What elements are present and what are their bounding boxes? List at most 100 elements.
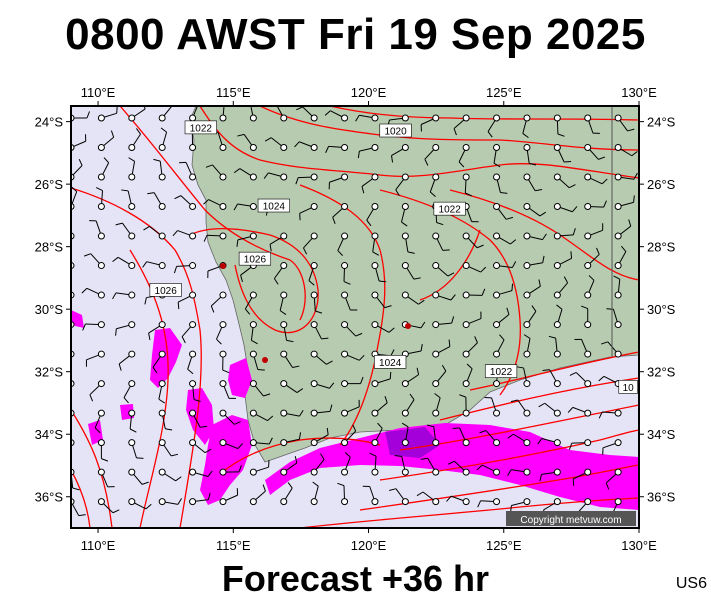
wind-barb (429, 173, 440, 198)
wind-barb (510, 399, 531, 417)
wind-barb (614, 144, 638, 157)
wind-barb (538, 402, 561, 417)
wind-barb (553, 173, 576, 189)
wind-barb (210, 291, 227, 313)
wind-barb (142, 261, 166, 270)
wind-barb (203, 232, 227, 242)
wind-barb (97, 130, 115, 152)
wind-barb (236, 232, 257, 247)
wind-barb (462, 288, 486, 299)
lon-label-bottom: 130°E (621, 538, 657, 553)
wind-barb (128, 128, 141, 152)
lat-label-right: 32°S (647, 365, 676, 380)
wind-barb (112, 256, 136, 270)
isobar-label: 10 (618, 380, 638, 394)
map-frame (70, 105, 640, 529)
wind-barb (219, 488, 239, 506)
isobar (379, 429, 639, 481)
wind-barb (128, 439, 144, 459)
wind-barb (462, 232, 484, 249)
wind-barb (401, 367, 420, 388)
wind-barb (553, 144, 572, 163)
wind-barb (426, 424, 440, 447)
lon-label-top: 130°E (621, 85, 657, 100)
wind-barb (493, 261, 517, 270)
wind-barb (391, 144, 409, 163)
wind-barb (452, 427, 470, 447)
wind-barb (310, 427, 329, 447)
wind-barb (341, 424, 357, 447)
isobar (259, 106, 639, 151)
wind-barb (462, 173, 472, 197)
wind-barb (487, 114, 501, 138)
lon-label-top: 120°E (351, 85, 387, 100)
wind-barb (584, 144, 606, 160)
isobar (469, 351, 639, 391)
isobar (299, 497, 639, 528)
wind-barb (462, 336, 478, 358)
wind-barb (371, 396, 388, 417)
wind-barb (401, 422, 409, 447)
wind-barb (219, 350, 230, 374)
wind-barb (371, 422, 383, 447)
wind-barb (249, 380, 271, 397)
isobar-label: 1020 (379, 123, 412, 138)
wind-barb (97, 498, 120, 514)
wind-barb (249, 350, 265, 371)
lon-label-top: 110°E (81, 85, 116, 100)
wind-barb (567, 406, 592, 417)
wind-barb (249, 409, 274, 422)
wind-barb (115, 222, 136, 240)
wind-barb (341, 376, 364, 388)
isobar (329, 106, 639, 121)
wind-barb (152, 350, 166, 374)
isobar (71, 469, 91, 528)
wind-barb (219, 439, 243, 450)
wind-barb (369, 452, 379, 476)
lon-label-bottom: 115°E (216, 538, 251, 553)
wind-barb (173, 262, 197, 274)
isobar-label: 1022 (484, 364, 518, 378)
wind-barb (337, 232, 349, 256)
isobar-label-text: 1024 (263, 202, 286, 213)
wind-barb (123, 380, 136, 404)
wind-barb (233, 168, 257, 181)
wind-barb (614, 219, 632, 240)
wind-barb (584, 200, 607, 211)
wind-barb (280, 380, 304, 393)
city-marker (220, 263, 226, 269)
wind-barb (598, 409, 622, 419)
wind-barb (568, 439, 592, 450)
wind-barb (264, 137, 288, 152)
wind-barb (269, 232, 288, 252)
wind-barb (249, 106, 257, 122)
wind-barb (371, 371, 392, 388)
wind-barb (479, 430, 501, 447)
wind-barb (569, 372, 592, 388)
wind-barb (614, 245, 627, 270)
wind-barb (187, 350, 197, 375)
wind-barb (432, 316, 455, 329)
wind-barb (174, 195, 197, 211)
isobar (224, 437, 381, 471)
wind-barb (447, 460, 470, 476)
wind-barb (216, 321, 227, 345)
wind-barb (143, 225, 166, 240)
wind-barb (432, 232, 450, 251)
isobar-label-text: 1022 (190, 123, 213, 134)
isobar-label-text: 1022 (439, 205, 462, 216)
wind-barb (510, 498, 531, 513)
isobar (199, 106, 639, 179)
wind-barb (523, 203, 547, 217)
wind-barb (341, 291, 358, 311)
wind-barb (280, 456, 298, 476)
isobar-labels: 1022 1020 1024 1022 1026 1026 1024 1022 10 (149, 120, 638, 394)
wind-barb (295, 173, 318, 185)
wind-barb (462, 311, 482, 329)
wind-barb (89, 220, 105, 240)
wind-barb (553, 203, 578, 213)
wind-barb (189, 409, 208, 428)
wind-barb (296, 106, 318, 122)
wind-barb (244, 291, 257, 315)
